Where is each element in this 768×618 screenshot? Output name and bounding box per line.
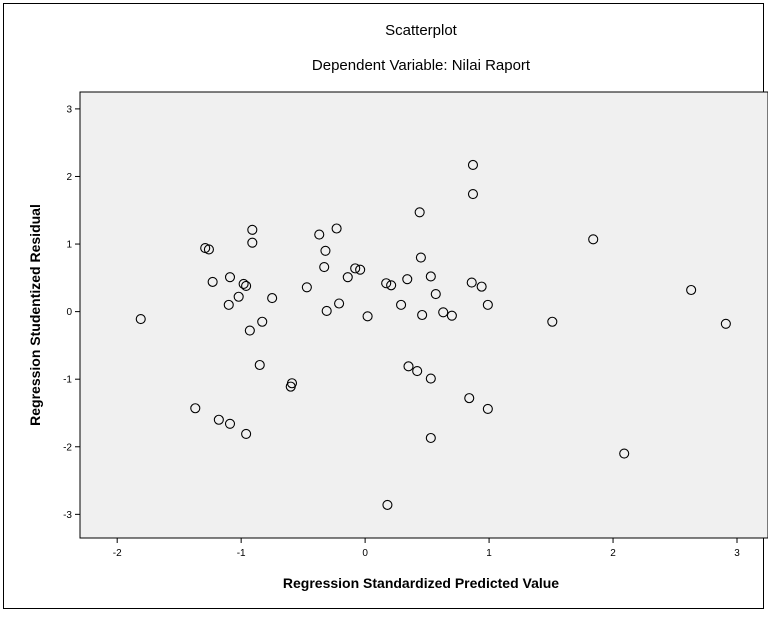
x-tick-label: 3 (734, 548, 740, 559)
scatter-point (476, 281, 487, 292)
scatter-point (247, 224, 258, 235)
scatter-point (464, 393, 475, 404)
y-tick-label: 0 (66, 307, 72, 318)
scatter-point (412, 366, 423, 377)
x-tick-label: 2 (610, 548, 616, 559)
scatter-point (334, 298, 345, 309)
scatter-point (482, 299, 493, 310)
scatter-point (247, 237, 258, 248)
scatter-point (223, 299, 234, 310)
scatter-point (257, 316, 268, 327)
scatter-point (720, 318, 731, 329)
y-axis-ticks: -3 -2 -1 0 1 2 3 (63, 104, 80, 521)
x-tick-label: 1 (486, 548, 492, 559)
scatter-point (286, 378, 298, 389)
scatter-point (244, 325, 255, 336)
scatter-point (241, 428, 252, 439)
scatter-point (224, 418, 236, 429)
scatter-point (402, 274, 413, 285)
scatter-point (321, 305, 332, 316)
scatter-point (438, 307, 449, 318)
scatter-point (386, 280, 397, 291)
scatter-point (190, 403, 201, 414)
scatter-point (403, 361, 414, 372)
scatter-point (446, 310, 457, 321)
scatter-point (417, 309, 428, 321)
x-axis-title: Regression Standardized Predicted Value (283, 575, 559, 591)
scatter-point (466, 277, 477, 288)
scatter-point (382, 499, 393, 510)
scatter-point (425, 271, 436, 282)
x-tick-label: -2 (113, 548, 122, 559)
y-tick-label: -1 (63, 375, 72, 386)
chart-title: Scatterplot (385, 22, 458, 39)
scatter-point (355, 264, 366, 275)
scatter-point (619, 448, 630, 459)
scatter-point (254, 359, 265, 371)
scatter-point (350, 263, 361, 274)
y-tick-label: 3 (66, 104, 72, 115)
scatter-point (415, 252, 426, 263)
scatter-point (362, 311, 373, 322)
scatter-point (319, 261, 330, 273)
scatter-point (381, 278, 392, 289)
scatter-point (331, 223, 342, 234)
scatter-point (588, 234, 599, 245)
scatter-point (320, 245, 331, 256)
scatter-point (396, 299, 407, 310)
y-tick-label: -2 (63, 442, 72, 453)
scatter-point (686, 284, 697, 296)
scatter-point (342, 272, 353, 283)
scatter-point (467, 188, 479, 200)
scatter-point (241, 280, 252, 291)
x-tick-label: -1 (237, 548, 246, 559)
y-tick-label: 1 (66, 240, 72, 251)
scatter-point (467, 159, 479, 171)
scatter-point (301, 282, 312, 293)
scatter-point (238, 278, 249, 289)
x-axis-ticks: -2 -1 0 1 2 3 (113, 538, 740, 559)
scatter-point (314, 229, 325, 240)
scatter-point (414, 207, 425, 218)
scatter-point (233, 291, 244, 302)
scatter-point (267, 293, 278, 304)
scatter-point (425, 432, 436, 444)
scatter-point (224, 272, 236, 283)
scatter-point (207, 276, 218, 287)
scatter-point (482, 403, 493, 414)
x-tick-label: 0 (362, 548, 368, 559)
y-tick-label: 2 (66, 172, 72, 183)
scatter-point (430, 289, 441, 300)
scatter-point (135, 314, 146, 325)
scatter-point (203, 244, 214, 255)
y-tick-label: -3 (63, 510, 72, 521)
scatter-point (547, 316, 558, 327)
chart-subtitle: Dependent Variable: Nilai Raport (312, 57, 531, 74)
scatter-point (213, 414, 224, 425)
plot-area (79, 91, 768, 539)
scatter-point (425, 373, 436, 384)
y-axis-title: Regression Studentized Residual (27, 204, 43, 426)
data-points (135, 159, 731, 510)
